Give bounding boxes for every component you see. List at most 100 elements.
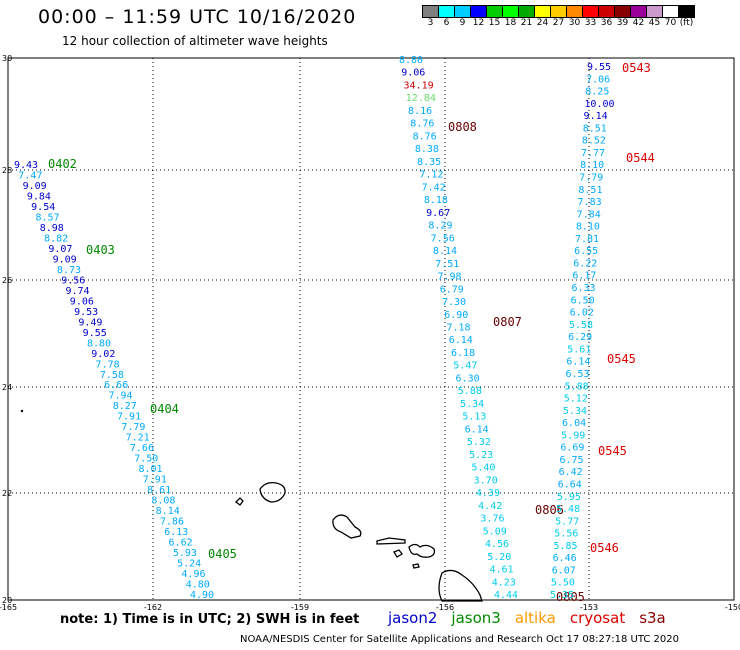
legend-label: 3 [427, 18, 434, 28]
wave-height-value: 5.88 [458, 386, 482, 397]
wave-height-value: 7.50 [134, 454, 158, 465]
track-time-label: 0402 [48, 157, 77, 171]
wave-height-value: 8.61 [147, 485, 171, 496]
wave-height-value: 6.29 [568, 332, 592, 343]
wave-height-value: 5.93 [173, 548, 197, 559]
wave-height-value: 4.44 [494, 590, 518, 601]
wave-height-value: 4.39 [476, 488, 500, 499]
lat-tick-label: 26 [2, 276, 12, 285]
wave-height-value: 6.69 [560, 443, 584, 454]
lat-tick-label: 30 [2, 54, 12, 63]
wave-height-value: 6.04 [562, 418, 586, 429]
wave-height-value: 5.56 [554, 529, 578, 540]
wave-height-value: 3.76 [480, 514, 504, 525]
map-frame [7, 57, 735, 601]
wave-height-value: 8.57 [35, 212, 59, 223]
wave-height-value: 6.62 [169, 538, 193, 549]
wave-height-value: 12.84 [406, 93, 436, 104]
wave-height-value: 6.17 [572, 271, 596, 282]
legend-label: 70 [664, 18, 677, 28]
wave-height-value: 7.78 [96, 359, 120, 370]
wave-height-value: 5.77 [555, 516, 579, 527]
wave-height-value: 9.55 [587, 62, 611, 73]
wave-height-value: 9.74 [66, 286, 90, 297]
wave-height-value: 7.56 [431, 233, 455, 244]
wave-height-value: 5.35 [550, 590, 574, 601]
island-niihau [235, 497, 244, 506]
wave-height-value: 7.91 [117, 412, 141, 423]
wave-height-value: 4.56 [485, 539, 509, 550]
legend-label: (ft) [679, 18, 694, 28]
wave-height-value: 5.32 [467, 437, 491, 448]
lon-tick-label: -165 [0, 603, 17, 612]
page-subtitle: 12 hour collection of altimeter wave hei… [62, 34, 328, 48]
wave-height-value: 7.42 [422, 182, 446, 193]
coastline [235, 481, 483, 602]
wave-height-value: 7.58 [100, 370, 124, 381]
wave-height-value: 8.29 [428, 221, 452, 232]
lon-tick-label: -162 [144, 603, 162, 612]
wave-height-value: 6.79 [440, 284, 464, 295]
wave-height-value: 6.13 [164, 527, 188, 538]
color-legend: 3 6 9 12 15 18 21 24 27 30 33 36 39 42 45 70 (ft) [422, 5, 695, 28]
wave-height-value: 6.66 [104, 380, 128, 391]
wave-height-value: 5.50 [551, 578, 575, 589]
track-time-label: 0544 [626, 151, 655, 165]
legend-label: 27 [552, 18, 565, 28]
wave-height-value: 9.09 [23, 181, 47, 192]
wave-height-value: 8.82 [44, 233, 68, 244]
wave-height-value: 8.80 [399, 55, 423, 66]
wave-height-value: 8.76 [413, 131, 437, 142]
wave-height-value: 9.06 [401, 68, 425, 79]
wave-height-value: 9.43 [14, 160, 38, 171]
legend-label: 33 [584, 18, 597, 28]
wave-height-value: 8.38 [415, 144, 439, 155]
wave-height-value: 4.90 [190, 590, 214, 601]
track-time-label: 0403 [86, 243, 115, 257]
wave-height-value: 5.58 [569, 320, 593, 331]
wave-height-value: 9.54 [31, 202, 55, 213]
wave-height-value: 7.86 [160, 517, 184, 528]
wave-height-value: 9.56 [61, 275, 85, 286]
wave-height-value: 8.76 [410, 119, 434, 130]
legend-label: 30 [568, 18, 581, 28]
wave-height-value: 7.06 [586, 74, 610, 85]
lat-tick-label: 22 [2, 489, 12, 498]
wave-height-value: 7.30 [442, 297, 466, 308]
wave-height-value: 6.14 [449, 335, 473, 346]
wave-height-value: 9.07 [48, 244, 72, 255]
wave-height-value: 8.98 [40, 223, 64, 234]
wave-height-value: 8.25 [585, 87, 609, 98]
legend-swatch [678, 5, 695, 18]
marker-dot [20, 409, 24, 413]
wave-height-value: 5.48 [556, 504, 580, 515]
page-title: 00:00 – 11:59 UTC 10/16/2020 [38, 6, 357, 28]
wave-height-value: 7.51 [435, 259, 459, 270]
island-maui [408, 543, 436, 558]
wave-height-value: 6.55 [574, 246, 598, 257]
wave-height-value: 8.51 [578, 185, 602, 196]
wave-height-value: 5.23 [469, 450, 493, 461]
wave-height-value: 6.90 [444, 310, 468, 321]
legend-label: 36 [600, 18, 613, 28]
wave-height-value: 9.06 [70, 296, 94, 307]
wave-height-value: 7.47 [18, 170, 42, 181]
wave-height-value: 6.46 [553, 553, 577, 564]
wave-height-value: 6.33 [572, 283, 596, 294]
legend-swatches [422, 5, 695, 18]
lat-tick-label: 28 [2, 166, 12, 175]
credit-line: NOAA/NESDIS Center for Satellite Applica… [240, 634, 679, 645]
wave-height-value: 6.02 [570, 308, 594, 319]
wave-height-value: 7.66 [130, 443, 154, 454]
wave-height-value: 7.94 [108, 391, 132, 402]
wave-height-value: 7.21 [126, 433, 150, 444]
wave-height-value: 4.96 [181, 569, 205, 580]
wave-height-value: 5.24 [177, 559, 201, 570]
island-molokai [376, 537, 406, 545]
wave-height-value: 6.75 [559, 455, 583, 466]
track-time-label: 0805 [556, 590, 585, 604]
wave-height-value: 4.23 [492, 577, 516, 588]
wave-height-value: 8.27 [113, 401, 137, 412]
wave-height-value: 5.40 [471, 463, 495, 474]
